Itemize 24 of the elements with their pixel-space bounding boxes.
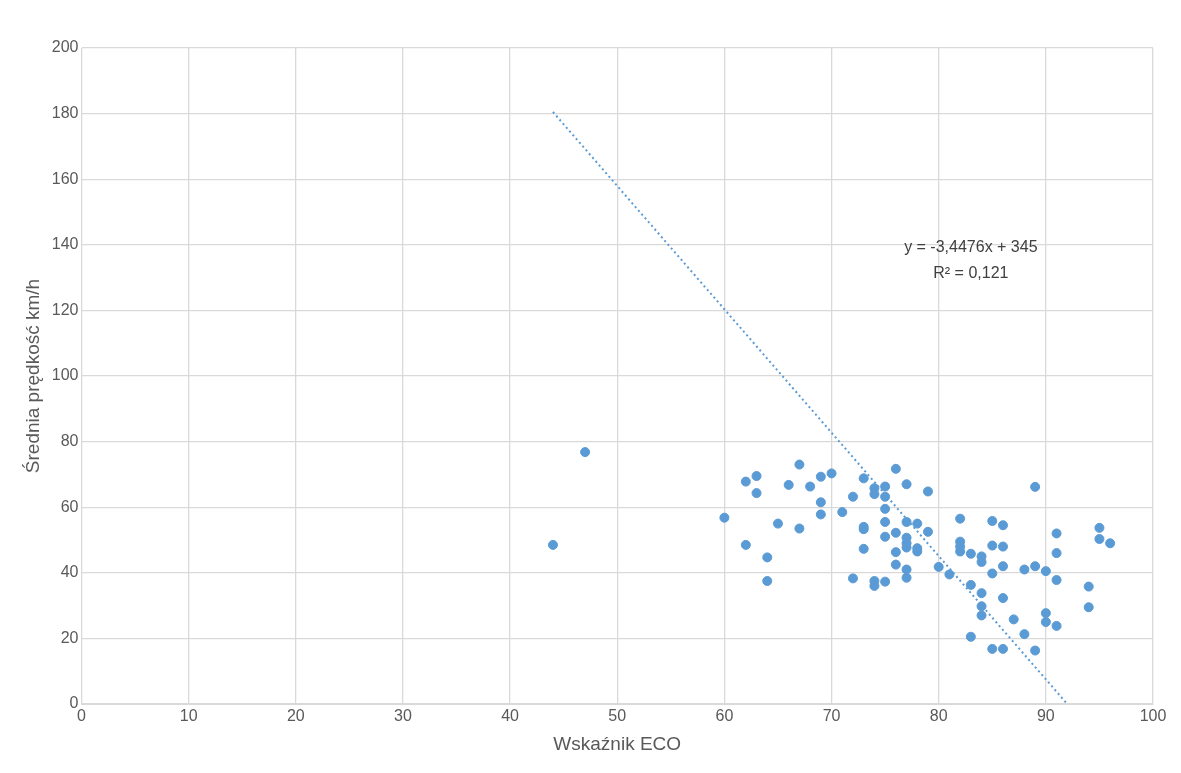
x-tick-label: 50 (608, 707, 627, 725)
y-tick-label: 40 (60, 563, 79, 581)
y-tick-label: 200 (51, 38, 79, 56)
annotation: y = -3,4476x + 345 R² = 0,121 (904, 238, 1038, 282)
y-tick-label: 140 (51, 235, 79, 253)
y-tick-label: 100 (51, 366, 79, 384)
x-tick-label: 60 (715, 707, 734, 725)
y-tick-label: 60 (60, 497, 79, 515)
x-tick-label: 90 (1036, 707, 1055, 725)
y-tick-label: 0 (69, 694, 79, 712)
y-tick-label: 20 (60, 628, 79, 646)
x-tick-label: 70 (822, 707, 841, 725)
x-tick-label: 80 (929, 707, 948, 725)
y-tick-label: 180 (51, 104, 79, 122)
x-tick-label: 10 (179, 707, 198, 725)
x-tick-label: 20 (286, 707, 305, 725)
x-tick-label: 30 (394, 707, 412, 725)
y-axis-title: Średnia prędkość km/h (21, 278, 43, 474)
x-tick-label: 100 (1139, 707, 1167, 725)
x-tick-label: 40 (501, 707, 520, 725)
y-tick-label: 80 (60, 432, 79, 450)
y-tick-label: 160 (51, 169, 79, 187)
y-tick-label: 120 (51, 300, 79, 318)
x-axis-title: Wskaźnik ECO (553, 732, 682, 754)
